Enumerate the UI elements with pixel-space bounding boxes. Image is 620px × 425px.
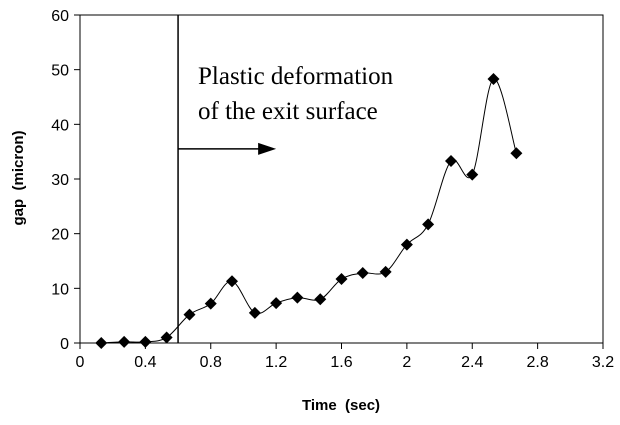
y-tick-label: 0 bbox=[60, 336, 69, 353]
data-point bbox=[466, 168, 479, 181]
arrow-head bbox=[258, 142, 277, 155]
data-markers bbox=[95, 72, 523, 349]
y-axis-title: gap (micron) bbox=[10, 130, 27, 225]
x-tick-label: 1.2 bbox=[265, 354, 287, 371]
data-point bbox=[445, 154, 458, 167]
x-tick-label: 2.8 bbox=[527, 354, 549, 371]
annotation-line-1: Plastic deformation bbox=[198, 63, 394, 90]
data-point bbox=[487, 72, 500, 85]
data-point bbox=[95, 337, 108, 349]
y-tick-label: 40 bbox=[51, 117, 69, 134]
y-tick-label: 20 bbox=[51, 227, 69, 244]
data-point bbox=[510, 147, 523, 160]
x-axis-ticks: 0 0.4 0.8 1.2 1.6 2 2.4 2.8 3.2 bbox=[76, 343, 614, 371]
data-point bbox=[422, 218, 435, 231]
data-point bbox=[248, 306, 261, 319]
data-point bbox=[291, 291, 304, 304]
x-tick-label: 0.4 bbox=[134, 354, 156, 371]
data-point bbox=[139, 335, 152, 348]
annotation-line-2: of the exit surface bbox=[198, 98, 378, 125]
y-axis-ticks: 0 10 20 30 40 50 60 bbox=[51, 8, 80, 353]
data-point bbox=[400, 238, 413, 251]
data-point bbox=[160, 331, 173, 344]
y-tick-label: 60 bbox=[51, 8, 69, 25]
y-tick-label: 50 bbox=[51, 63, 69, 80]
y-tick-label: 30 bbox=[51, 172, 69, 189]
data-point bbox=[335, 273, 348, 286]
y-tick-label: 10 bbox=[51, 281, 69, 298]
x-tick-label: 2.4 bbox=[461, 354, 483, 371]
x-tick-label: 3.2 bbox=[592, 354, 614, 371]
x-tick-label: 2 bbox=[402, 354, 411, 371]
data-point bbox=[183, 308, 196, 321]
data-point bbox=[118, 335, 131, 348]
data-point bbox=[356, 267, 369, 280]
x-tick-label: 0 bbox=[76, 354, 85, 371]
x-tick-label: 0.8 bbox=[200, 354, 222, 371]
data-point bbox=[204, 297, 217, 310]
data-point bbox=[314, 293, 327, 306]
x-tick-label: 1.6 bbox=[330, 354, 352, 371]
data-point bbox=[379, 265, 392, 278]
data-point bbox=[225, 275, 238, 288]
x-axis-title: Time (sec) bbox=[302, 397, 380, 414]
data-point bbox=[270, 297, 283, 310]
